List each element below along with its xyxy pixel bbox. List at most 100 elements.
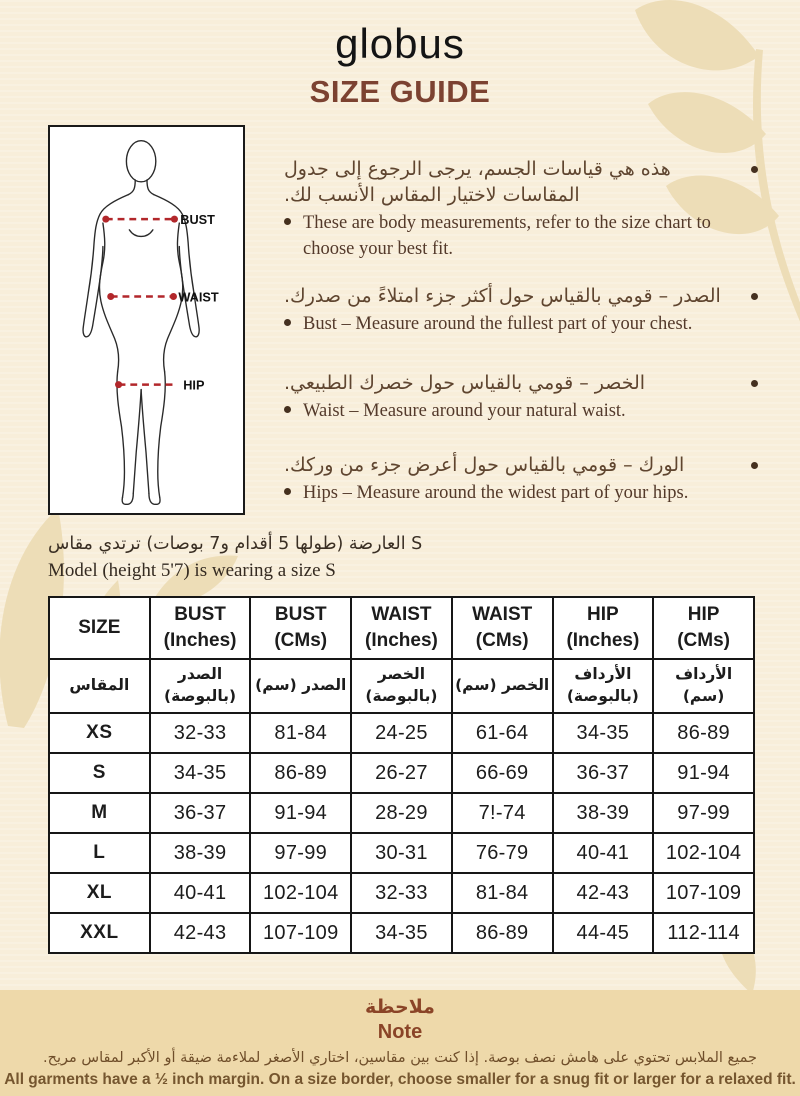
list-item: الخصر – قومي بالقياس حول خصرك الطبيعي. [284, 370, 758, 396]
bullet-dot [284, 406, 291, 413]
column-header-ar: الصدر (بالبوصة) [148, 658, 252, 714]
table-row: S 34-35 86-89 26-27 66-69 36-37 91-94 [48, 752, 755, 794]
page-title: SIZE GUIDE [309, 74, 491, 109]
column-header-ar: الخصر (بالبوصة) [350, 658, 453, 714]
table-row: L 38-39 97-99 30-31 76-79 40-41 102-104 [48, 832, 755, 874]
measurement-cell: 7!-74 [450, 792, 554, 834]
measurement-cell: 97-99 [652, 792, 755, 834]
instruction-text-english: Hips – Measure around the widest part of… [303, 483, 689, 503]
hip-label: HIP [183, 378, 205, 393]
list-item: Bust – Measure around the fullest part o… [284, 309, 758, 337]
measurement-cell: 36-37 [148, 792, 252, 834]
column-header-en: HIP (CMs) [652, 596, 755, 660]
measurement-cell: 81-84 [450, 872, 554, 914]
measurement-cell: 102-104 [249, 872, 353, 914]
measurement-cell: 34-35 [551, 712, 655, 754]
instruction-text-arabic: هذه هي قياسات الجسم، يرجى الرجوع إلى جدو… [284, 158, 671, 206]
measurement-cell: 97-99 [249, 832, 353, 874]
size-table-body: XS 32-33 81-84 24-25 61-64 34-35 86-89 S 34-35 86… [48, 712, 755, 954]
column-header-ar: الخصر (سم) [450, 658, 554, 714]
waist-label: WAIST [178, 289, 219, 304]
measurement-cell: 28-29 [350, 792, 453, 834]
bullet-dot [284, 319, 291, 326]
table-header-row-en: SIZE BUST (Inches) BUST (CMs) WAIST (Inches… [48, 596, 755, 660]
footer-note-band: ملاحظة Note جميع الملابس تحتوي على هامش … [0, 990, 800, 1096]
note-body-arabic: جميع الملابس تحتوي على هامش نصف بوصة. إذ… [43, 1050, 757, 1066]
model-note-arabic: العارضة (طولها 5 أقدام و7 بوصات) ترتدي م… [48, 534, 423, 554]
bullet-dot [751, 462, 758, 469]
measurement-cell: 76-79 [450, 832, 554, 874]
note-body-english: All garments have a ½ inch margin. On a … [4, 1071, 796, 1088]
column-header-en: BUST (CMs) [249, 596, 353, 660]
instruction-text-english: Waist – Measure around your natural wais… [303, 401, 626, 421]
size-label-cell: L [48, 832, 151, 874]
bullet-dot [751, 293, 758, 300]
column-header-ar: الصدر (سم) [249, 658, 353, 714]
bust-label: BUST [180, 212, 215, 227]
measurement-cell: 86-89 [652, 712, 755, 754]
instruction-group-hip: الورك – قومي بالقياس حول أعرض جزء من ورك… [284, 452, 758, 506]
column-header-en: HIP (Inches) [551, 596, 655, 660]
size-label-cell: XS [48, 712, 151, 754]
column-header-en: WAIST (CMs) [450, 596, 554, 660]
list-item: الورك – قومي بالقياس حول أعرض جزء من ورك… [284, 452, 758, 478]
table-row: XS 32-33 81-84 24-25 61-64 34-35 86-89 [48, 712, 755, 754]
column-header-ar: المقاس [48, 658, 151, 714]
measurement-cell: 102-104 [652, 832, 755, 874]
instruction-group-bust: الصدر – قومي بالقياس حول أكثر جزء امتلاء… [284, 283, 758, 337]
column-header-en: BUST (Inches) [148, 596, 252, 660]
instruction-text-arabic: الخصر – قومي بالقياس حول خصرك الطبيعي. [284, 372, 646, 394]
list-item: هذه هي قياسات الجسم، يرجى الرجوع إلى جدو… [284, 156, 758, 208]
measurement-cell: 44-45 [551, 912, 655, 954]
measurement-cell: 26-27 [350, 752, 453, 794]
waist-measure-line [107, 292, 177, 301]
table-row: XL 40-41 102-104 32-33 81-84 42-43 107-109 [48, 872, 755, 914]
measurement-cell: 81-84 [249, 712, 353, 754]
instruction-group-waist: الخصر – قومي بالقياس حول خصرك الطبيعي. W… [284, 370, 758, 424]
model-note: العارضة (طولها 5 أقدام و7 بوصات) ترتدي م… [48, 531, 478, 584]
measurement-cell: 30-31 [350, 832, 453, 874]
list-item: الصدر – قومي بالقياس حول أكثر جزء امتلاء… [284, 283, 758, 309]
column-header-en: SIZE [48, 596, 151, 660]
measurement-cell: 107-109 [652, 872, 755, 914]
bullet-dot [751, 380, 758, 387]
measurement-cell: 91-94 [652, 752, 755, 794]
measurement-cell: 40-41 [148, 872, 252, 914]
measurement-cell: 61-64 [450, 712, 554, 754]
model-note-english: Model (height 5'7) is wearing a size S [48, 560, 336, 581]
instruction-text-arabic: الصدر – قومي بالقياس حول أكثر جزء امتلاء… [284, 285, 721, 307]
female-figure-illustration: BUST WAIST HIP [82, 140, 219, 506]
table-row: M 36-37 91-94 28-29 7!-74 38-39 97-99 [48, 792, 755, 834]
bullet-dot [284, 218, 291, 225]
instruction-text-arabic: الورك – قومي بالقياس حول أعرض جزء من ورك… [284, 454, 685, 476]
note-title-arabic: ملاحظة [365, 996, 435, 1018]
size-chart-table: SIZE BUST (Inches) BUST (CMs) WAIST (Inches… [48, 596, 755, 954]
instruction-group-overview: هذه هي قياسات الجسم، يرجى الرجوع إلى جدو… [284, 156, 758, 262]
measurement-cell: 34-35 [350, 912, 453, 954]
measurement-cell: 36-37 [551, 752, 655, 794]
measurement-cell: 66-69 [450, 752, 554, 794]
measurement-cell: 32-33 [350, 872, 453, 914]
measurement-cell: 32-33 [148, 712, 252, 754]
note-title-english: Note [377, 1021, 423, 1043]
list-item: Hips – Measure around the widest part of… [284, 478, 758, 506]
measurement-cell: 86-89 [249, 752, 353, 794]
size-label-cell: XL [48, 872, 151, 914]
size-label-cell: S [48, 752, 151, 794]
instruction-text-english: These are body measurements, refer to th… [303, 213, 711, 259]
measurement-cell: 107-109 [249, 912, 353, 954]
column-header-ar: الأرداف (بالبوصة) [551, 658, 655, 714]
hip-measure-line [115, 381, 174, 389]
measurement-cell: 42-43 [551, 872, 655, 914]
measurement-cell: 40-41 [551, 832, 655, 874]
measurement-cell: 34-35 [148, 752, 252, 794]
measurement-cell: 91-94 [249, 792, 353, 834]
body-measurement-diagram: BUST WAIST HIP [48, 125, 245, 515]
measurement-cell: 42-43 [148, 912, 252, 954]
instruction-text-english: Bust – Measure around the fullest part o… [303, 314, 693, 334]
size-label-cell: M [48, 792, 151, 834]
column-header-ar: الأرداف (سم) [652, 658, 755, 714]
measurement-cell: 86-89 [450, 912, 554, 954]
table-header-row-ar: المقاس الصدر (بالبوصة) الصدر (سم) الخصر (با… [48, 658, 755, 714]
